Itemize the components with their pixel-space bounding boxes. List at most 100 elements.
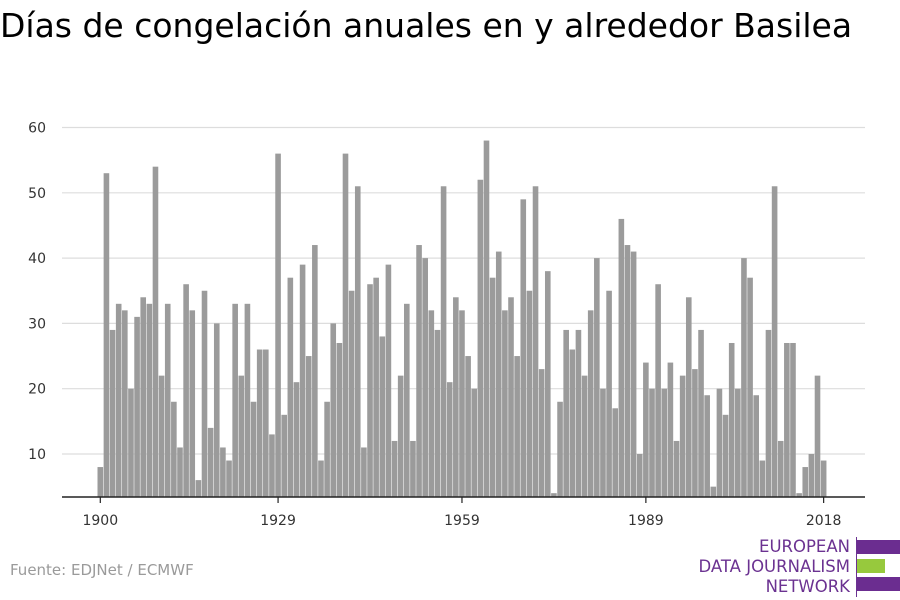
bar bbox=[177, 447, 183, 497]
y-tick-label: 30 bbox=[28, 316, 46, 332]
bar bbox=[569, 349, 576, 497]
bar bbox=[802, 467, 809, 497]
bar bbox=[207, 427, 214, 497]
bar bbox=[263, 349, 269, 497]
bar bbox=[728, 342, 735, 497]
bar bbox=[103, 173, 110, 497]
bar bbox=[275, 153, 281, 497]
y-tick-label: 20 bbox=[28, 382, 46, 398]
y-tick-label: 50 bbox=[28, 186, 46, 202]
bar bbox=[575, 329, 582, 497]
bar bbox=[226, 460, 232, 497]
bar bbox=[158, 375, 165, 497]
bar bbox=[722, 414, 729, 497]
bar bbox=[269, 434, 275, 497]
bar bbox=[661, 388, 668, 497]
bar bbox=[477, 179, 484, 498]
bar bbox=[698, 329, 704, 497]
logo-rule bbox=[856, 537, 857, 597]
bar bbox=[373, 277, 379, 497]
bar bbox=[612, 408, 619, 497]
bar bbox=[544, 271, 551, 497]
bar bbox=[526, 290, 533, 497]
bar bbox=[416, 245, 422, 497]
logo-line-3: NETWORK bbox=[765, 577, 850, 596]
bar bbox=[747, 277, 753, 497]
bar bbox=[777, 440, 784, 497]
bar bbox=[520, 199, 527, 497]
bar bbox=[814, 375, 821, 497]
bar bbox=[538, 369, 545, 497]
bar bbox=[673, 440, 680, 497]
bar bbox=[348, 290, 355, 497]
bar bbox=[299, 264, 306, 497]
bar bbox=[397, 375, 404, 497]
bar bbox=[716, 388, 723, 497]
bar bbox=[820, 460, 827, 497]
bar bbox=[459, 310, 465, 497]
x-tick-label: 1959 bbox=[444, 513, 480, 529]
bar bbox=[692, 369, 698, 497]
bar bbox=[305, 356, 312, 497]
bar bbox=[391, 440, 398, 497]
bar bbox=[115, 303, 122, 497]
bar bbox=[293, 382, 300, 497]
bar bbox=[213, 323, 220, 497]
bar bbox=[164, 303, 171, 497]
bar bbox=[238, 375, 245, 497]
logo-bar-purple-top bbox=[857, 540, 900, 554]
logo-bar-purple-bottom bbox=[857, 577, 900, 591]
bar bbox=[336, 342, 343, 497]
source-note: Fuente: EDJNet / ECMWF bbox=[10, 561, 194, 579]
bar bbox=[140, 297, 147, 497]
bar bbox=[502, 310, 508, 497]
bar bbox=[232, 303, 238, 497]
bar bbox=[704, 395, 710, 497]
bar bbox=[244, 303, 251, 497]
bar bbox=[465, 356, 471, 497]
bar bbox=[128, 388, 134, 497]
logo-line-1: EUROPEAN bbox=[759, 537, 850, 556]
x-tick-label: 1929 bbox=[260, 513, 296, 529]
bar bbox=[410, 440, 416, 497]
bar bbox=[600, 388, 606, 497]
bar bbox=[220, 447, 226, 497]
bar bbox=[152, 166, 159, 497]
x-tick-label: 2018 bbox=[806, 513, 842, 529]
chart-title: Días de congelación anuales en y alreded… bbox=[0, 6, 853, 45]
y-tick-label: 60 bbox=[28, 121, 46, 137]
bar bbox=[428, 310, 435, 497]
bar bbox=[636, 454, 643, 497]
bar bbox=[655, 284, 661, 497]
bar bbox=[735, 388, 741, 497]
bars bbox=[97, 140, 827, 498]
bar bbox=[667, 362, 674, 497]
bar bbox=[808, 454, 815, 497]
bar bbox=[312, 245, 318, 497]
bar bbox=[446, 382, 453, 497]
bar bbox=[618, 218, 625, 498]
bar bbox=[256, 349, 263, 497]
bar bbox=[250, 401, 257, 497]
bar bbox=[532, 186, 539, 497]
logo-bar-green bbox=[857, 559, 885, 573]
bar bbox=[134, 316, 140, 497]
edjnet-logo: EUROPEAN DATA JOURNALISM NETWORK bbox=[690, 537, 900, 597]
bar bbox=[342, 153, 349, 497]
bar bbox=[508, 297, 514, 497]
bar bbox=[606, 290, 612, 497]
bar bbox=[195, 480, 202, 497]
bar bbox=[759, 460, 766, 497]
bar bbox=[434, 329, 441, 497]
bar bbox=[630, 251, 637, 497]
bar bbox=[710, 486, 717, 497]
bar bbox=[122, 310, 128, 497]
bar bbox=[453, 297, 459, 497]
bar bbox=[581, 375, 588, 497]
bar bbox=[471, 388, 478, 497]
bar bbox=[557, 401, 563, 497]
bar bbox=[287, 277, 294, 497]
bar bbox=[741, 258, 747, 497]
bar bbox=[379, 336, 386, 497]
bar bbox=[563, 329, 569, 497]
